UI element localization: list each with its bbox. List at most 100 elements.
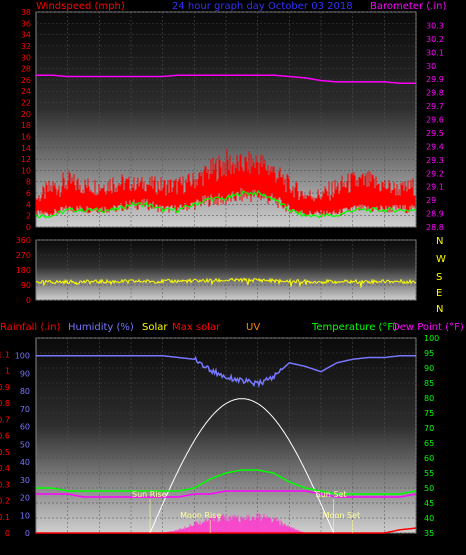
- x-tick-label: 04: [94, 230, 104, 239]
- barometer-line: [36, 74, 416, 84]
- annotation-label: Moon Rise: [180, 511, 221, 520]
- left-tick-label: 14: [21, 144, 31, 153]
- left-tick-label: 12: [21, 155, 31, 164]
- left-tick-label: 18: [21, 121, 31, 130]
- rain-tick-label: 0.5: [0, 448, 10, 457]
- x-tick-label: 20: [348, 230, 358, 239]
- x-tick-label: 06: [126, 541, 136, 550]
- compass-label: E: [436, 288, 442, 299]
- temp-tick-label: 75: [424, 409, 434, 418]
- temp-tick-label: 55: [424, 469, 434, 478]
- temp-tick-label: 40: [424, 514, 434, 523]
- humidity-tick-label: 0: [25, 529, 30, 538]
- x-tick-label: 12: [221, 230, 231, 239]
- rain-tick-label: 0.2: [0, 497, 10, 506]
- rain-tick-label: 0.7: [0, 415, 10, 424]
- temp-tick-label: 60: [424, 454, 434, 463]
- x-tick-label: 18: [316, 230, 326, 239]
- right-tick-label: 29.8: [426, 89, 444, 98]
- x-tick-label: 22: [379, 230, 389, 239]
- temp-tick-label: 95: [424, 349, 434, 358]
- right-tick-label: 28.9: [426, 210, 444, 219]
- x-tick-label: 14: [253, 541, 263, 550]
- temp-tick-label: 80: [424, 394, 434, 403]
- compass-label: N: [436, 304, 443, 315]
- left-tick-label: 20: [21, 110, 31, 119]
- right-tick-label: 29.9: [426, 75, 444, 84]
- humidity-tick-label: 20: [20, 494, 30, 503]
- temp-tick-label: 50: [424, 484, 434, 493]
- max-solar-curve: [149, 398, 335, 534]
- rain-tick-label: 1.1: [0, 350, 10, 359]
- rain-tick-label: 0.4: [0, 464, 10, 473]
- temperature-label: Temperature (°F): [311, 322, 397, 333]
- left-tick-label: 22: [21, 99, 31, 108]
- x-tick-label: 10: [189, 230, 199, 239]
- x-tick-label: 14: [253, 230, 263, 239]
- temperature-line: [36, 469, 417, 495]
- solar-label: Solar: [142, 322, 168, 333]
- rain-tick-label: 0.6: [0, 432, 10, 441]
- temp-tick-label: 100: [424, 334, 439, 343]
- x-tick-label: 08: [158, 541, 168, 550]
- x-tick-label: 02: [63, 230, 73, 239]
- x-tick-label: 08: [158, 230, 168, 239]
- direction-tick-label: 270: [16, 251, 31, 260]
- x-tick-label: 02: [63, 541, 73, 550]
- humidity-tick-label: 30: [20, 476, 30, 485]
- right-tick-label: 29.3: [426, 156, 444, 165]
- left-tick-label: 28: [21, 65, 31, 74]
- humidity-tick-label: 80: [20, 387, 30, 396]
- left-tick-label: 30: [21, 53, 31, 62]
- direction-tick-label: 90: [21, 281, 31, 290]
- humidity-tick-label: 70: [20, 405, 30, 414]
- x-tick-label: 00: [411, 541, 421, 550]
- rain-tick-label: 0: [5, 529, 10, 538]
- compass-label: N: [436, 236, 443, 247]
- left-tick-label: 2: [26, 212, 31, 221]
- compass-label: S: [436, 272, 442, 283]
- left-tick-label: 38: [21, 8, 31, 17]
- rain-tick-label: 0.3: [0, 480, 10, 489]
- wind-baro-chart: 0246810121416182022242628303234363828.82…: [21, 8, 444, 239]
- rain-label: Rainfall (.in): [0, 322, 61, 333]
- x-tick-label: 18: [316, 541, 326, 550]
- compass-label: W: [436, 254, 446, 265]
- left-tick-label: 34: [21, 31, 31, 40]
- annotation-label: Sun Set: [316, 490, 347, 499]
- x-tick-label: 20: [348, 541, 358, 550]
- right-tick-label: 29.1: [426, 183, 444, 192]
- temp-tick-label: 45: [424, 499, 434, 508]
- rain-tick-label: 1: [5, 367, 10, 376]
- humidity-tick-label: 50: [20, 440, 30, 449]
- left-tick-label: 0: [26, 223, 31, 232]
- x-tick-label: 12: [221, 541, 231, 550]
- average-wind-line: [35, 190, 417, 219]
- annotation-label: Moon Set: [323, 511, 360, 520]
- right-tick-label: 29.2: [426, 169, 444, 178]
- left-tick-label: 4: [26, 200, 31, 209]
- rain-tick-label: 0.8: [0, 399, 10, 408]
- dewpoint-line: [36, 490, 417, 498]
- temp-tick-label: 85: [424, 379, 434, 388]
- direction-tick-label: 0: [26, 296, 31, 305]
- left-tick-label: 24: [21, 87, 31, 96]
- left-tick-label: 36: [21, 19, 31, 28]
- top-left-label: Windspeed (mph): [36, 1, 125, 12]
- humidity-tick-label: 100: [15, 352, 30, 361]
- humidity-tick-label: 90: [20, 369, 30, 378]
- top-right-label: Barometer (.in): [370, 1, 446, 12]
- x-tick-label: 16: [284, 230, 294, 239]
- annotation-label: Sun Rise: [132, 490, 167, 499]
- temp-tick-label: 90: [424, 364, 434, 373]
- humidity-label: Humidity (%): [68, 322, 134, 333]
- dewpoint-label: Dew Point (°F): [392, 322, 464, 333]
- humidity-tick-label: 60: [20, 423, 30, 432]
- x-tick-label: 10: [189, 541, 199, 550]
- temp-humidity-solar-chart: 3540455055606570758085909510000.10.20.30…: [0, 334, 439, 550]
- right-tick-label: 28.8: [426, 223, 444, 232]
- x-tick-label: 22: [379, 541, 389, 550]
